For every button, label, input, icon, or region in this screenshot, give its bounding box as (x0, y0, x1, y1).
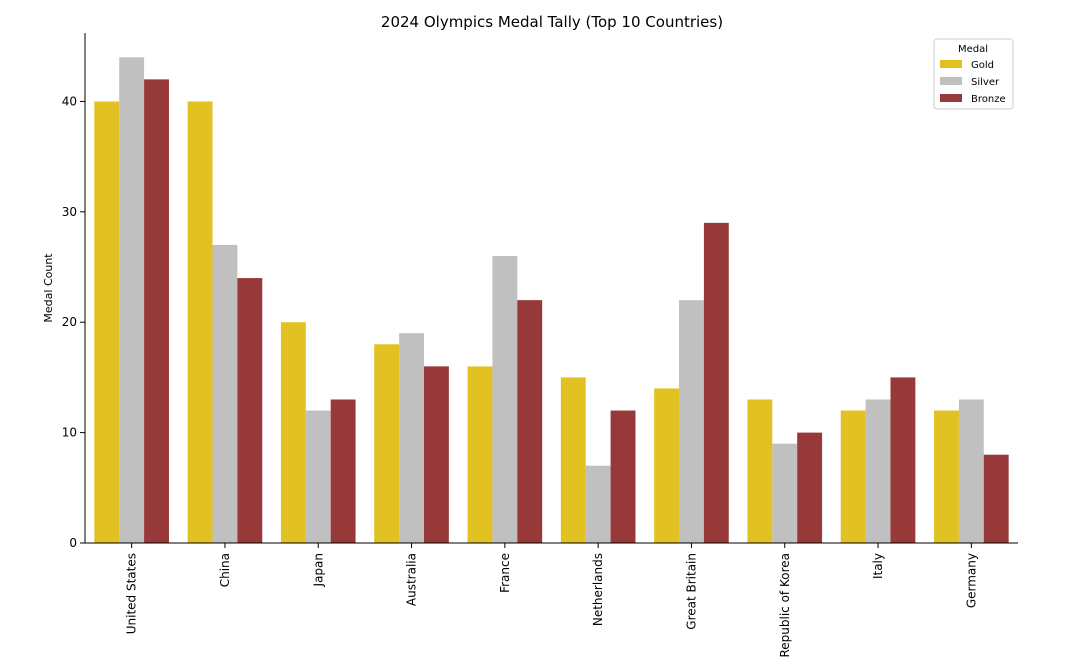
legend-swatch-gold (940, 60, 962, 68)
y-axis-label: Medal Count (42, 253, 55, 323)
x-tick-label-great-britain: Great Britain (684, 553, 698, 630)
legend-label-bronze: Bronze (971, 94, 1006, 105)
x-tick-label-germany: Germany (964, 553, 978, 608)
x-tick-label-united-states: United States (125, 553, 139, 634)
legend-title: Medal (958, 44, 988, 55)
bar-bronze-france (517, 300, 543, 543)
bar-bronze-great-britain (703, 222, 729, 544)
bar-silver-great-britain (679, 300, 704, 543)
bar-bronze-germany (983, 454, 1009, 543)
x-tick-label-netherlands: Netherlands (591, 553, 605, 626)
y-tick-label: 40 (62, 94, 77, 108)
bar-gold-france (467, 366, 493, 543)
bar-silver-australia (399, 333, 424, 543)
bar-bronze-republic-of-korea (797, 432, 823, 543)
y-tick-label: 30 (62, 205, 77, 219)
x-tick-label-japan: Japan (311, 553, 325, 587)
bar-bronze-japan (330, 399, 356, 543)
bar-silver-republic-of-korea (772, 443, 798, 543)
bar-gold-republic-of-korea (747, 399, 773, 543)
bar-silver-japan (305, 410, 331, 543)
legend-swatch-bronze (940, 94, 962, 102)
legend-frame (933, 38, 1014, 110)
bar-gold-netherlands (560, 377, 586, 543)
chart-title: 2024 Olympics Medal Tally (Top 10 Countr… (381, 13, 723, 31)
legend-label-gold: Gold (971, 60, 994, 71)
x-tick-label-australia: Australia (405, 553, 419, 606)
bar-silver-italy (865, 399, 891, 543)
bar-silver-germany (958, 399, 984, 543)
bar-bronze-netherlands (610, 410, 636, 543)
plot-area: 0 10 20 30 40 United States China Japan Australi… (62, 57, 1009, 658)
bar-gold-united-states (94, 101, 120, 543)
bar-bronze-italy (890, 377, 916, 543)
bar-gold-australia (374, 344, 400, 543)
legend-label-silver: Silver (971, 77, 1000, 88)
legend: Medal Gold Silver Bronze (933, 38, 1014, 110)
bar-bronze-australia (423, 366, 449, 543)
bar-bronze-china (237, 278, 263, 543)
x-tick-label-china: China (218, 553, 232, 587)
bar-gold-great-britain (654, 388, 680, 543)
bar-silver-netherlands (585, 465, 611, 543)
bar-gold-japan (280, 322, 306, 543)
bar-gold-china (187, 101, 213, 543)
bar-gold-germany (934, 410, 959, 543)
bar-silver-united-states (119, 57, 145, 544)
x-tick-label-france: France (498, 553, 512, 593)
y-tick-label: 10 (62, 426, 77, 440)
bar-silver-france (492, 255, 518, 544)
legend-swatch-silver (940, 77, 962, 85)
bar-bronze-united-states (144, 79, 169, 543)
x-tick-label-republic-of-korea: Republic of Korea (778, 553, 792, 658)
bar-silver-china (212, 244, 238, 543)
x-tick-label-italy: Italy (871, 553, 885, 579)
bar-gold-italy (840, 410, 866, 543)
y-tick-label: 0 (69, 536, 77, 550)
y-tick-label: 20 (62, 315, 77, 329)
